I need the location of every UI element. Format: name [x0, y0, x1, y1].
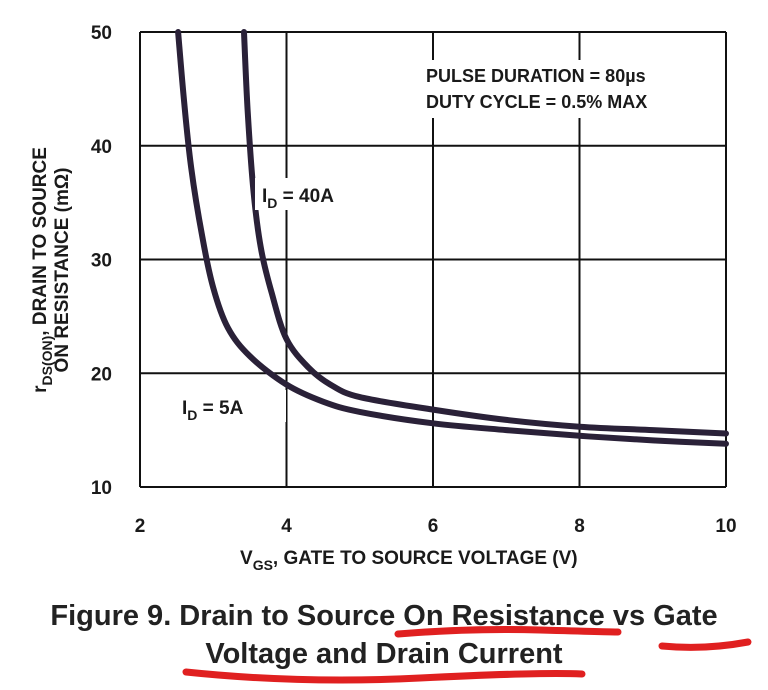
- series-line-5a: [175, 29, 729, 447]
- x-tick-label: 2: [135, 516, 146, 537]
- x-tick-label: 4: [281, 516, 292, 537]
- x-axis-label: VGS, GATE TO SOURCE VOLTAGE (V): [240, 548, 578, 573]
- label-5a-background: [168, 390, 286, 422]
- curves: [175, 29, 729, 447]
- y-tick-label: 40: [91, 137, 112, 158]
- annotation-pulse-duration: PULSE DURATION = 80µs: [426, 66, 646, 86]
- figure-caption-line2: Voltage and Drain Current: [205, 638, 563, 670]
- series-label-5a: ID = 5A: [182, 398, 244, 423]
- y-tick-label: 20: [91, 364, 112, 385]
- x-tick-label: 6: [428, 516, 439, 537]
- y-tick-label: 50: [91, 23, 112, 44]
- underline-voltage-and-drain-current: [182, 668, 586, 684]
- label-40a-background: [255, 178, 355, 210]
- y-axis-label-line1: rDS(ON), DRAIN TO SOURCE: [30, 147, 55, 393]
- series-label-40a: ID = 40A: [262, 186, 334, 211]
- x-tick-label: 8: [574, 516, 585, 537]
- tick-labels: 2 4 6 8 10 10 20 30 40 50: [91, 23, 737, 537]
- y-axis-label: rDS(ON), DRAIN TO SOURCE ON RESISTANCE (…: [30, 147, 73, 393]
- annotation-background: [414, 60, 704, 118]
- y-tick-label: 30: [91, 251, 112, 272]
- figure-caption-line1: Figure 9. Drain to Source On Resistance …: [50, 600, 718, 632]
- series-line-40a: [241, 29, 729, 437]
- y-tick-label: 10: [91, 478, 112, 499]
- annotation-duty-cycle: DUTY CYCLE = 0.5% MAX: [426, 92, 647, 112]
- x-tick-label: 10: [715, 516, 736, 537]
- chart: 2 4 6 8 10 10 20 30 40 50 PULSE DURATION = 80µs D…: [30, 23, 737, 573]
- y-axis-label-line2: ON RESISTANCE (mΩ): [52, 168, 73, 373]
